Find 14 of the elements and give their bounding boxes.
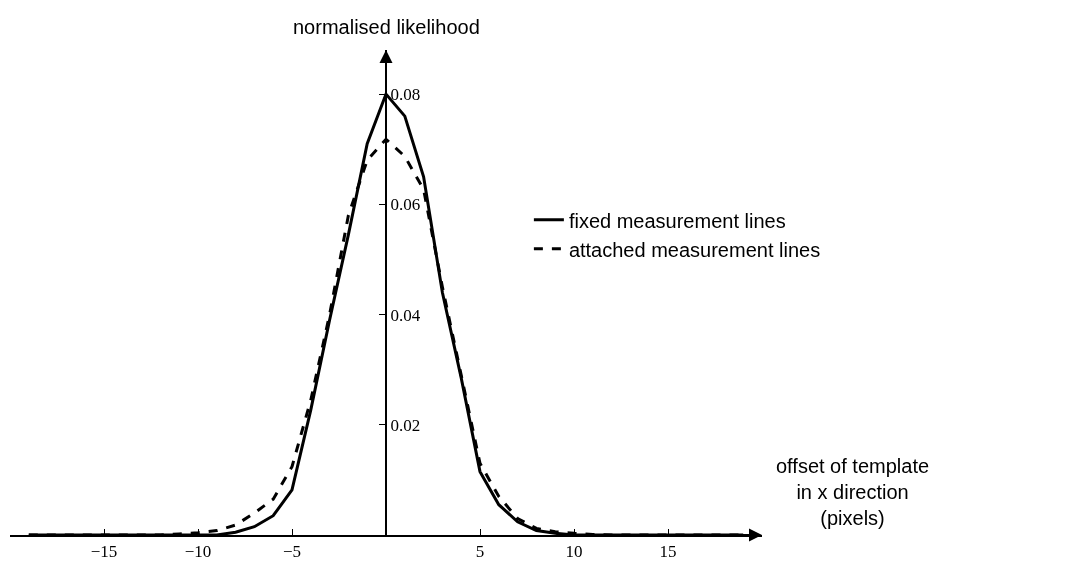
- y-tick-label: 0.06: [390, 195, 421, 215]
- legend-label: fixed measurement lines: [568, 209, 786, 232]
- x-tick-label: 15: [659, 542, 677, 562]
- x-tick-label: −15: [90, 542, 118, 562]
- y-tick-label: 0.02: [390, 415, 421, 435]
- x-tick-label: 10: [565, 542, 583, 562]
- x-axis-title: offset of template in x direction (pixels): [776, 455, 930, 529]
- x-tick-label: 5: [475, 542, 485, 562]
- y-tick-label: 0.04: [390, 305, 421, 325]
- y-axis-title: normalised likelihood: [293, 16, 480, 38]
- x-tick-label: −5: [282, 542, 302, 562]
- x-tick-label: −10: [184, 542, 212, 562]
- legend-label: attached measurement lines: [568, 238, 821, 261]
- y-tick-label: 0.08: [390, 85, 421, 105]
